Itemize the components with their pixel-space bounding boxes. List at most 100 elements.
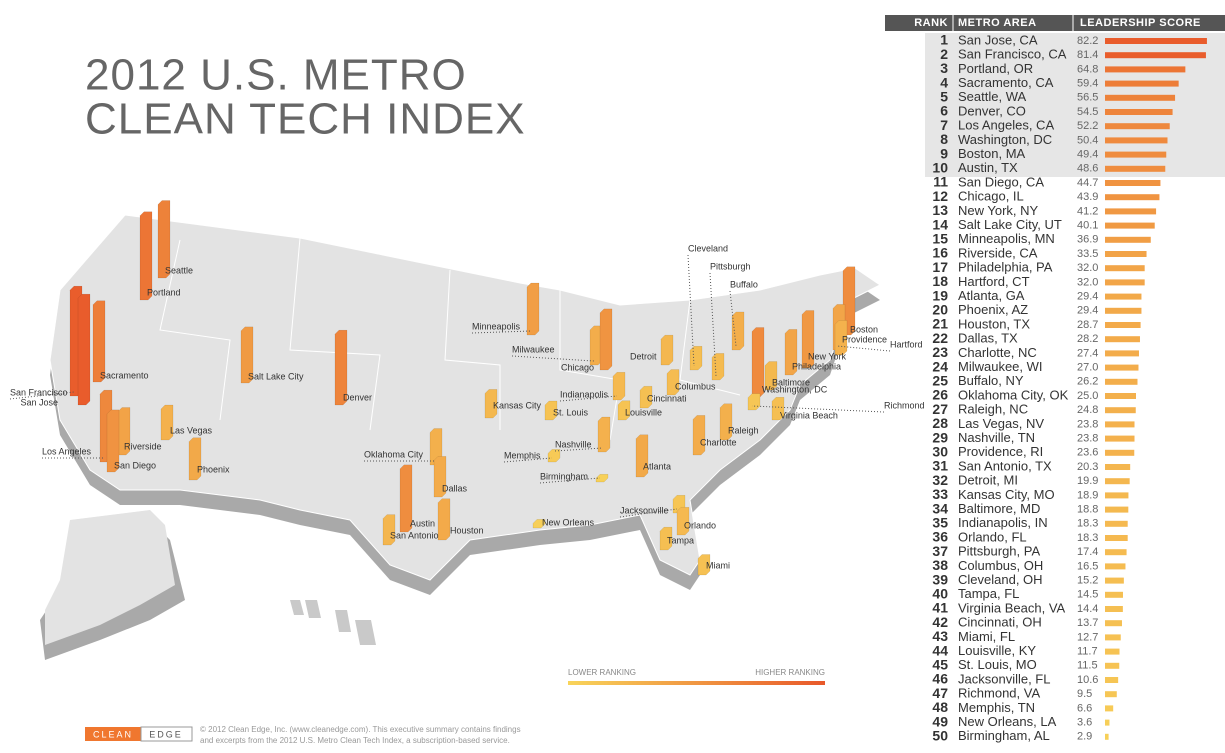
rank: 43 <box>932 628 948 644</box>
rank: 30 <box>932 444 948 460</box>
city-label: Oklahoma City <box>364 449 424 459</box>
metro-area: Pittsburgh, PA <box>958 544 1040 559</box>
metro-area: Riverside, CA <box>958 245 1038 260</box>
metro-area: San Francisco, CA <box>958 47 1067 62</box>
score-label: 6.6 <box>1077 702 1092 714</box>
city-label: Pittsburgh <box>710 261 751 271</box>
map-bar <box>784 329 798 376</box>
rank: 8 <box>940 131 948 147</box>
leader-line <box>503 457 553 463</box>
score-bar <box>1105 151 1167 158</box>
leader-line <box>559 395 618 402</box>
score-label: 32.0 <box>1077 262 1098 274</box>
footer-line-2: and excerpts from the 2012 U.S. Metro Cl… <box>200 736 510 745</box>
rank: 17 <box>932 259 948 275</box>
score-bar <box>1105 251 1147 257</box>
metro-area: Orlando, FL <box>958 529 1027 544</box>
score-label: 28.2 <box>1077 333 1098 345</box>
city-label: Orlando <box>684 520 716 530</box>
score-bar <box>1105 733 1109 740</box>
score-bar <box>1105 691 1117 698</box>
header-metro: METRO AREA <box>958 17 1037 29</box>
city-label: Minneapolis <box>472 321 521 331</box>
score-bar <box>1105 634 1121 641</box>
score-label: 23.6 <box>1077 447 1098 459</box>
score-bar <box>1105 109 1173 115</box>
rank: 42 <box>932 614 948 630</box>
score-bar <box>1105 591 1123 598</box>
map-bar <box>771 397 785 421</box>
map-bar <box>711 353 725 381</box>
score-label: 20.3 <box>1077 461 1098 473</box>
rank: 22 <box>932 330 948 346</box>
map-bar <box>160 404 174 441</box>
score-bar <box>1105 180 1161 186</box>
city-label: Philadelphia <box>792 361 841 371</box>
metro-area: Dallas, TX <box>958 331 1018 346</box>
map-bar <box>747 393 761 411</box>
map-bar <box>666 369 680 396</box>
map-bar <box>526 282 540 336</box>
city-label: Las Vegas <box>170 425 213 435</box>
rank: 36 <box>932 529 948 545</box>
table-header-bg <box>885 15 1225 31</box>
score-label: 44.7 <box>1077 177 1098 189</box>
city-label: Baltimore <box>772 377 810 387</box>
metro-area: San Diego, CA <box>958 174 1044 189</box>
score-bar <box>1105 265 1145 272</box>
city-label: Chicago <box>561 362 594 372</box>
score-label: 23.8 <box>1077 433 1098 445</box>
rank: 7 <box>940 117 948 133</box>
city-label: Phoenix <box>197 464 230 474</box>
map-bar <box>433 456 447 498</box>
score-label: 17.4 <box>1077 546 1098 558</box>
score-bar <box>1105 662 1120 669</box>
metro-area: Indianapolis, IN <box>958 515 1048 530</box>
rank: 35 <box>932 515 948 531</box>
score-label: 12.7 <box>1077 631 1098 643</box>
city-label: Salt Lake City <box>248 371 304 381</box>
city-label: Kansas City <box>493 400 542 410</box>
score-bar <box>1105 393 1136 399</box>
score-label: 41.2 <box>1077 205 1098 217</box>
score-label: 33.5 <box>1077 248 1098 260</box>
score-bar <box>1105 350 1139 357</box>
map-bar <box>719 403 733 441</box>
map-bar <box>437 498 451 541</box>
city-label: Richmond <box>884 400 925 410</box>
city-label: Dallas <box>442 483 468 493</box>
metro-area: Kansas City, MO <box>958 487 1055 502</box>
city-label: Boston <box>850 324 878 334</box>
score-bar <box>1105 520 1128 527</box>
header-rank: RANK <box>914 17 948 29</box>
metro-area: Cleveland, OH <box>958 572 1043 587</box>
city-label: Sacramento <box>100 370 149 380</box>
map-bar <box>532 519 546 529</box>
score-bar <box>1105 336 1140 343</box>
metro-area: Providence, RI <box>958 444 1043 459</box>
score-bar <box>1105 535 1128 541</box>
map-bar <box>547 449 561 463</box>
score-bar <box>1105 378 1138 385</box>
title-line-2: CLEAN TECH INDEX <box>85 95 526 144</box>
metro-area: Jacksonville, FL <box>958 671 1050 686</box>
city-label: Denver <box>343 392 372 402</box>
map-top <box>49 214 881 581</box>
map-bar <box>382 514 396 546</box>
metro-area: St. Louis, MO <box>958 657 1037 672</box>
rank: 11 <box>933 174 948 190</box>
city-label: Jacksonville <box>620 505 669 515</box>
score-label: 14.5 <box>1077 589 1098 601</box>
metro-area: Nashville, TN <box>958 430 1035 445</box>
leader-line <box>751 405 885 413</box>
metro-area: Sacramento, CA <box>958 75 1054 90</box>
score-label: 2.9 <box>1077 731 1092 743</box>
score-label: 40.1 <box>1077 220 1098 232</box>
score-bar <box>1105 80 1179 87</box>
city-label: Columbus <box>675 381 716 391</box>
city-label: Houston <box>450 525 484 535</box>
metro-area: New Orleans, LA <box>958 714 1057 729</box>
score-label: 49.4 <box>1077 149 1098 161</box>
